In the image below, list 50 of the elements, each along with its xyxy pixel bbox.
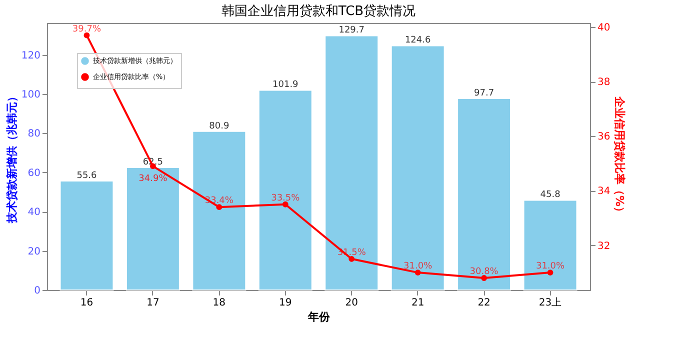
data-label: 31.0% [404, 262, 433, 272]
bar [457, 98, 512, 290]
y2-tick-label: 34 [598, 186, 610, 198]
y-tick-label: 60 [28, 168, 40, 179]
data-label: 39.7% [72, 24, 102, 34]
y2-axis-title: 企业信用贷款比率（%） [613, 95, 626, 218]
x-tick-label: 19 [279, 298, 292, 308]
data-label: 101.9 [272, 80, 299, 90]
x-tick-label: 18 [212, 298, 226, 308]
x-tick-label: 20 [345, 298, 358, 308]
x-tick-label: 17 [146, 298, 160, 308]
data-label: 45.8 [540, 190, 561, 200]
bar [390, 45, 445, 290]
x-tick-label: 16 [80, 298, 94, 308]
point [282, 201, 288, 208]
bar [523, 200, 578, 290]
y-tick-label: 120 [21, 50, 40, 62]
x-tick-label: 22 [478, 298, 490, 308]
y-tick-label: 40 [28, 207, 40, 218]
y2-tick-label: 40 [598, 22, 610, 34]
x-tick-label: 21 [411, 298, 424, 308]
data-label: 34.9% [138, 174, 168, 184]
point [84, 32, 90, 38]
y-axis-title: 技术贷款新增供（兆韩元） [5, 91, 18, 224]
y-tick-label: 0 [34, 286, 40, 296]
data-label: 55.6 [76, 171, 98, 182]
data-label: 80.9 [209, 121, 230, 132]
y2-tick-label: 38 [598, 77, 610, 88]
data-label: 124.6 [404, 36, 431, 46]
bar [126, 166, 180, 290]
data-label: 129.7 [338, 26, 364, 36]
point [414, 270, 421, 276]
y-tick-label: 20 [28, 246, 40, 258]
data-label: 31.0% [536, 262, 566, 272]
point [481, 275, 488, 281]
bar [258, 90, 312, 290]
data-label: 97.7 [474, 88, 494, 98]
point [547, 270, 554, 276]
x-tick-label: 23上 [538, 296, 562, 308]
y-tick-label: 80 [28, 128, 40, 140]
y2-tick-label: 32 [598, 240, 610, 252]
data-label: 33.5% [271, 193, 300, 204]
bar [192, 130, 246, 290]
x-axis-title: 年份 [307, 310, 331, 324]
chart-title: 韩国企业信用贷款和TCB贷款情况 [221, 4, 416, 20]
y2-tick-label: 36 [598, 132, 610, 143]
bar [60, 180, 114, 290]
y-tick-label: 100 [21, 89, 40, 100]
data-label: 30.8% [470, 267, 499, 277]
bar [324, 35, 379, 290]
